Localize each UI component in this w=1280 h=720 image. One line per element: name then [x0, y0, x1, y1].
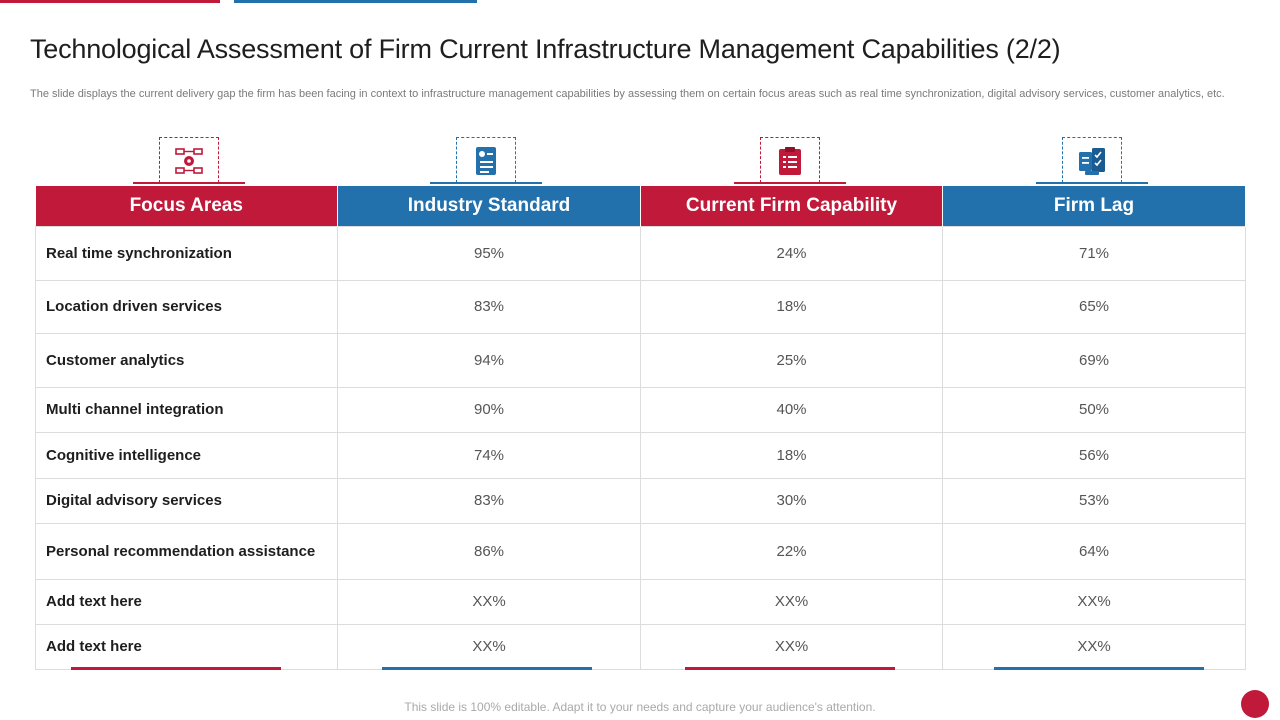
focus-areas-icon-frame [159, 137, 219, 183]
focus-area-cell: Multi channel integration [35, 386, 338, 433]
current-capability-cell: 24% [640, 225, 943, 281]
industry-standard-icon-frame [456, 137, 516, 183]
current-capability-cell: 18% [640, 279, 943, 334]
focus-area-cell: Location driven services [35, 279, 338, 334]
table-header-row: Focus Areas Industry Standard Current Fi… [35, 186, 1246, 226]
slide-subtitle: The slide displays the current delivery … [30, 88, 1225, 100]
corner-decoration-dot [1241, 690, 1269, 718]
clipboard-list-icon [779, 147, 801, 175]
firm-lag-cell: 64% [942, 522, 1246, 580]
header-current-firm-capability: Current Firm Capability [640, 186, 943, 226]
top-accent-bar-red [0, 0, 220, 3]
industry-standard-cell: XX% [337, 623, 641, 670]
firm-lag-cell: 65% [942, 279, 1246, 334]
documents-checklist-icon [1079, 148, 1105, 175]
firm-lag-cell: 71% [942, 225, 1246, 281]
settings-process-icon [175, 148, 203, 174]
current-capability-cell: 18% [640, 431, 943, 479]
table-row: Real time synchronization 95% 24% 71% [35, 225, 1246, 281]
industry-standard-cell: XX% [337, 578, 641, 625]
header-focus-areas: Focus Areas [35, 186, 338, 226]
focus-area-cell: Add text here [35, 578, 338, 625]
table-row: Multi channel integration 90% 40% 50% [35, 386, 1246, 433]
current-capability-cell: 22% [640, 522, 943, 580]
column-bottom-line-red [71, 667, 281, 670]
table-row: Digital advisory services 83% 30% 53% [35, 477, 1246, 524]
table-row: Add text here XX% XX% XX% [35, 578, 1246, 625]
current-capability-icon-underline [734, 182, 846, 184]
firm-lag-cell: 56% [942, 431, 1246, 479]
firm-lag-icon-underline [1036, 182, 1148, 184]
column-bottom-line-red [685, 667, 895, 670]
industry-standard-icon-underline [430, 182, 542, 184]
industry-standard-cell: 86% [337, 522, 641, 580]
industry-standard-cell: 95% [337, 225, 641, 281]
industry-standard-cell: 83% [337, 477, 641, 524]
header-industry-standard: Industry Standard [337, 186, 641, 226]
industry-standard-cell: 94% [337, 332, 641, 388]
table-row: Cognitive intelligence 74% 18% 56% [35, 431, 1246, 479]
firm-lag-cell: 50% [942, 386, 1246, 433]
firm-lag-cell: 53% [942, 477, 1246, 524]
column-bottom-line-blue [994, 667, 1204, 670]
firm-lag-cell: XX% [942, 623, 1246, 670]
focus-area-cell: Customer analytics [35, 332, 338, 388]
slide-footer-note: This slide is 100% editable. Adapt it to… [404, 700, 876, 714]
focus-area-cell: Digital advisory services [35, 477, 338, 524]
firm-lag-icon-frame [1062, 137, 1122, 183]
firm-lag-cell: 69% [942, 332, 1246, 388]
top-accent-bar-blue [234, 0, 477, 3]
industry-standard-cell: 83% [337, 279, 641, 334]
current-capability-cell: 25% [640, 332, 943, 388]
current-capability-cell: 40% [640, 386, 943, 433]
current-capability-cell: XX% [640, 578, 943, 625]
focus-area-cell: Add text here [35, 623, 338, 670]
table-row: Personal recommendation assistance 86% 2… [35, 522, 1246, 580]
slide-title: Technological Assessment of Firm Current… [30, 34, 1061, 64]
table-row: Location driven services 83% 18% 65% [35, 279, 1246, 334]
industry-standard-cell: 74% [337, 431, 641, 479]
header-firm-lag: Firm Lag [942, 186, 1246, 226]
focus-area-cell: Personal recommendation assistance [35, 522, 338, 580]
table-row: Customer analytics 94% 25% 69% [35, 332, 1246, 388]
report-card-icon [476, 147, 496, 175]
industry-standard-cell: 90% [337, 386, 641, 433]
table-row: Add text here XX% XX% XX% [35, 623, 1246, 670]
current-capability-cell: 30% [640, 477, 943, 524]
focus-areas-icon-underline [133, 182, 245, 184]
focus-area-cell: Cognitive intelligence [35, 431, 338, 479]
capabilities-table: Focus Areas Industry Standard Current Fi… [35, 186, 1246, 670]
firm-lag-cell: XX% [942, 578, 1246, 625]
current-capability-cell: XX% [640, 623, 943, 670]
focus-area-cell: Real time synchronization [35, 225, 338, 281]
column-bottom-line-blue [382, 667, 592, 670]
current-capability-icon-frame [760, 137, 820, 183]
